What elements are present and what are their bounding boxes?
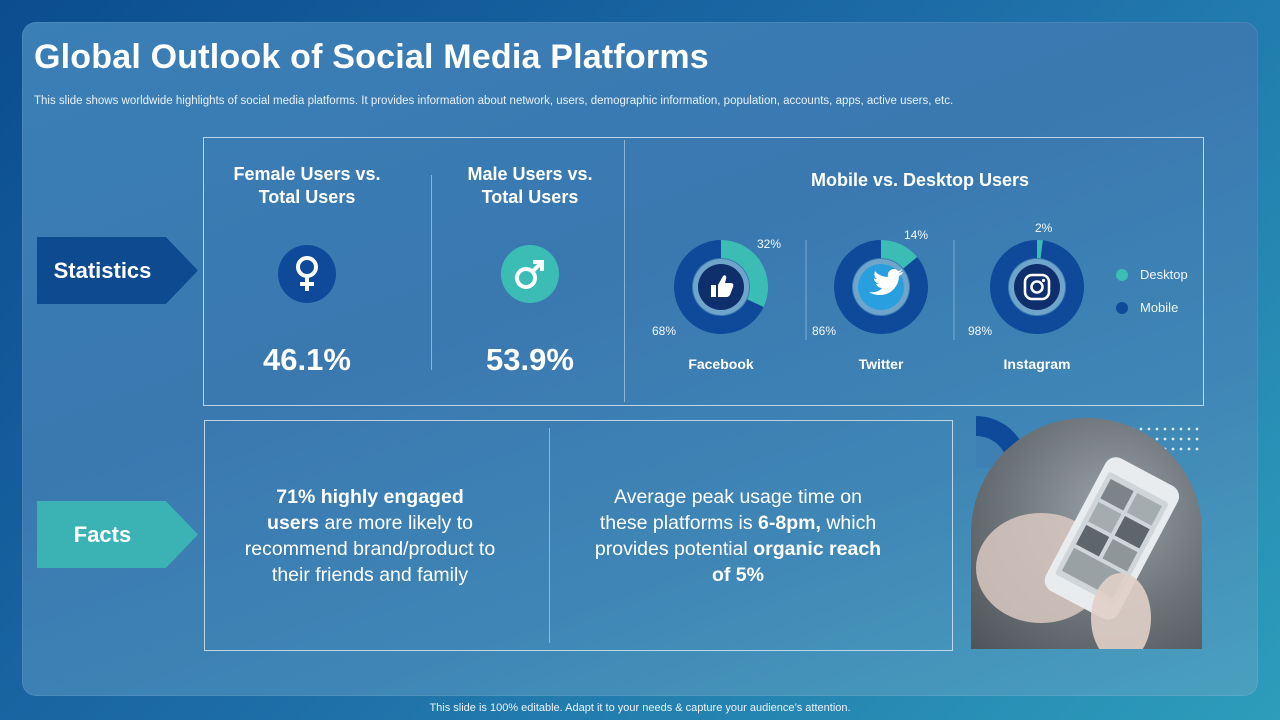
slide-subtitle: This slide shows worldwide highlights of… bbox=[34, 95, 954, 107]
platform-name-instagram: Instagram bbox=[1004, 356, 1071, 372]
mobile-desktop-donut-charts: 32% 68% Facebook 14% 86% Twitter 2% 98% Instagra… bbox=[652, 221, 1084, 372]
divider bbox=[431, 175, 432, 370]
legend-desktop-label: Desktop bbox=[1140, 267, 1188, 282]
platform-name-twitter: Twitter bbox=[859, 356, 904, 372]
statistics-label-text: Statistics bbox=[53, 257, 152, 283]
female-heading: Female Users vs. Total Users bbox=[207, 163, 407, 209]
divider bbox=[549, 428, 550, 643]
label-mobile-twitter: 86% bbox=[812, 324, 836, 338]
phone-photo bbox=[971, 418, 1202, 649]
male-symbol-icon bbox=[501, 245, 559, 303]
slide-title: Global Outlook of Social Media Platforms bbox=[34, 38, 709, 76]
fact-peak-bold-time: 6-8pm, bbox=[758, 512, 821, 534]
thumbs-up-icon bbox=[711, 275, 734, 297]
mobile-desktop-heading: Mobile vs. Desktop Users bbox=[810, 170, 1030, 190]
facts-label-text: Facts bbox=[73, 521, 132, 547]
slice-desktop-twitter bbox=[881, 240, 918, 269]
slice-mobile-facebook bbox=[674, 240, 764, 334]
fact-engaged-bold-users: users bbox=[267, 512, 320, 534]
donut-facebook: 32% 68% Facebook bbox=[652, 237, 781, 372]
fact-peak-usage: Average peak usage time on these platfor… bbox=[588, 484, 888, 588]
male-heading: Male Users vs. Total Users bbox=[430, 163, 630, 209]
slice-desktop-instagram bbox=[1037, 240, 1043, 259]
instagram-icon-dot bbox=[1041, 278, 1046, 283]
divider bbox=[624, 140, 625, 402]
female-percentage: 46.1% bbox=[263, 342, 351, 377]
legend-desktop-swatch bbox=[1116, 268, 1128, 281]
slide-footer: This slide is 100% editable. Adapt it to… bbox=[429, 702, 851, 714]
slice-mobile-instagram bbox=[990, 240, 1084, 334]
label-mobile-instagram: 98% bbox=[968, 324, 992, 338]
donut-twitter: 14% 86% Twitter bbox=[812, 228, 928, 372]
facts-label: Facts bbox=[37, 501, 198, 568]
label-mobile-facebook: 68% bbox=[652, 324, 676, 338]
slice-mobile-twitter bbox=[834, 240, 928, 334]
female-heading-line1: Female Users vs. bbox=[233, 164, 381, 184]
fact-peak-text2: which provides potential bbox=[594, 512, 877, 560]
label-desktop-facebook: 32% bbox=[757, 237, 781, 251]
fact-engaged-users: 71% highly engaged users are more likely… bbox=[232, 484, 508, 588]
male-percentage: 53.9% bbox=[486, 342, 574, 377]
fact-engaged-bold: 71% highly engaged bbox=[276, 486, 464, 508]
statistics-box bbox=[203, 137, 1204, 406]
female-heading-line2: Total Users bbox=[258, 187, 356, 207]
instagram-icon-lens bbox=[1030, 280, 1044, 294]
label-desktop-instagram: 2% bbox=[1035, 221, 1053, 235]
fact-engaged-text: are more likely to recommend brand/produ… bbox=[244, 512, 496, 586]
instagram-icon-frame bbox=[1023, 273, 1051, 301]
male-heading-line2: Total Users bbox=[481, 187, 579, 207]
platform-name-facebook: Facebook bbox=[688, 356, 754, 372]
donut-instagram: 2% 98% Instagram bbox=[968, 221, 1084, 372]
statistics-label: Statistics bbox=[37, 237, 198, 304]
legend-mobile-swatch bbox=[1116, 301, 1128, 314]
male-heading-line1: Male Users vs. bbox=[467, 164, 593, 184]
legend-mobile: Mobile bbox=[1116, 300, 1178, 315]
fact-peak-bold-reach: organic reach of 5% bbox=[711, 538, 882, 586]
slice-desktop-facebook bbox=[721, 240, 768, 308]
female-symbol-icon bbox=[278, 245, 336, 303]
facts-box bbox=[204, 420, 953, 651]
twitter-bird-icon bbox=[869, 269, 903, 295]
legend-desktop: Desktop bbox=[1116, 267, 1188, 282]
label-desktop-twitter: 14% bbox=[904, 228, 928, 242]
instagram-icon bbox=[1014, 264, 1060, 310]
legend-mobile-label: Mobile bbox=[1140, 300, 1179, 315]
fact-peak-text1: Average peak usage time on these platfor… bbox=[599, 486, 862, 534]
